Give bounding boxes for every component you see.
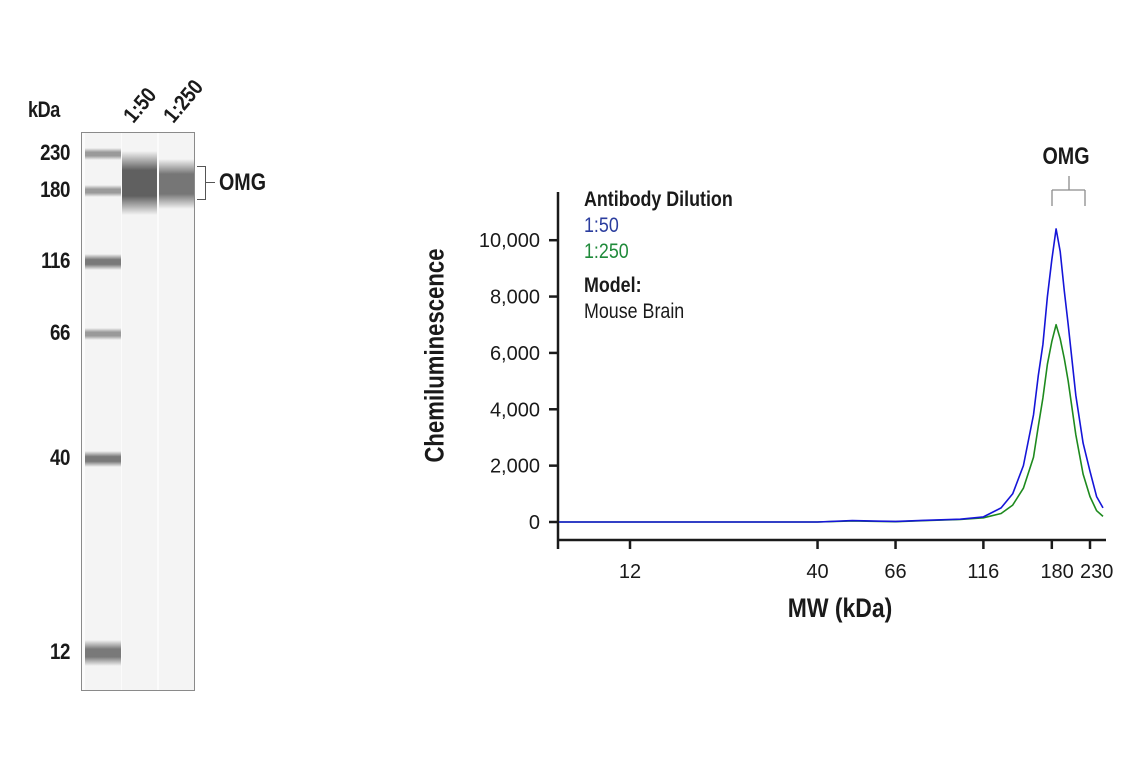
x-tick-label: 66 bbox=[884, 561, 906, 583]
ladder-band bbox=[85, 148, 121, 160]
x-tick-label: 40 bbox=[806, 561, 828, 583]
y-tick-label: 10,000 bbox=[479, 230, 540, 252]
ladder-band bbox=[85, 640, 121, 666]
lane-1-250 bbox=[159, 133, 194, 690]
omg-bracket bbox=[197, 166, 206, 200]
y-axis-label: Chemiluminescence bbox=[419, 248, 450, 463]
ladder-lane bbox=[85, 133, 121, 690]
legend-series-1-50: 1:50 bbox=[584, 214, 619, 237]
y-tick-label: 8,000 bbox=[490, 287, 540, 309]
ladder-band bbox=[85, 328, 121, 340]
y-tick-label: 6,000 bbox=[490, 343, 540, 365]
ladder-band bbox=[85, 185, 121, 197]
mw-marker-label: 40 bbox=[50, 445, 70, 470]
omg-gel-label: OMG bbox=[219, 169, 267, 196]
x-tick-label: 116 bbox=[967, 561, 999, 583]
x-axis-label: MW (kDa) bbox=[787, 593, 893, 623]
mw-marker-label: 66 bbox=[50, 320, 70, 345]
series-line-1-250 bbox=[559, 323, 1104, 523]
gel-image bbox=[81, 132, 195, 691]
y-tick-label: 2,000 bbox=[490, 456, 540, 478]
legend-series-1-250: 1:250 bbox=[584, 240, 629, 263]
sample-band bbox=[122, 151, 157, 215]
y-tick-label: 0 bbox=[529, 512, 540, 534]
sample-band bbox=[159, 159, 194, 209]
ladder-band bbox=[85, 451, 121, 467]
gel-unit-label: kDa bbox=[28, 97, 60, 122]
y-tick-label: 4,000 bbox=[490, 399, 540, 421]
x-tick-label: 180 bbox=[1040, 561, 1073, 583]
omg-chart-label: OMG bbox=[1042, 143, 1090, 170]
chart-series bbox=[559, 228, 1104, 523]
mw-marker-label: 12 bbox=[50, 639, 70, 664]
ladder-band bbox=[85, 254, 121, 270]
lane-1-50 bbox=[122, 133, 157, 690]
mw-marker-label: 116 bbox=[41, 248, 70, 273]
legend-title: Antibody Dilution bbox=[584, 188, 733, 211]
series-line-1-50 bbox=[559, 228, 1104, 523]
mw-marker-label: 230 bbox=[40, 140, 70, 165]
legend-model-title: Model: bbox=[584, 274, 642, 297]
omg-chart-bracket bbox=[1051, 176, 1086, 206]
mw-marker-label: 180 bbox=[40, 177, 70, 202]
legend-model-value: Mouse Brain bbox=[584, 300, 685, 323]
omg-bracket-tick bbox=[205, 182, 215, 183]
x-tick-label: 12 bbox=[619, 561, 641, 583]
x-tick-label: 230 bbox=[1080, 561, 1113, 583]
chart-axes: 0 2,000 4,000 6,000 8,000 10,000 12 40 66 116 180 2… bbox=[479, 192, 1113, 583]
